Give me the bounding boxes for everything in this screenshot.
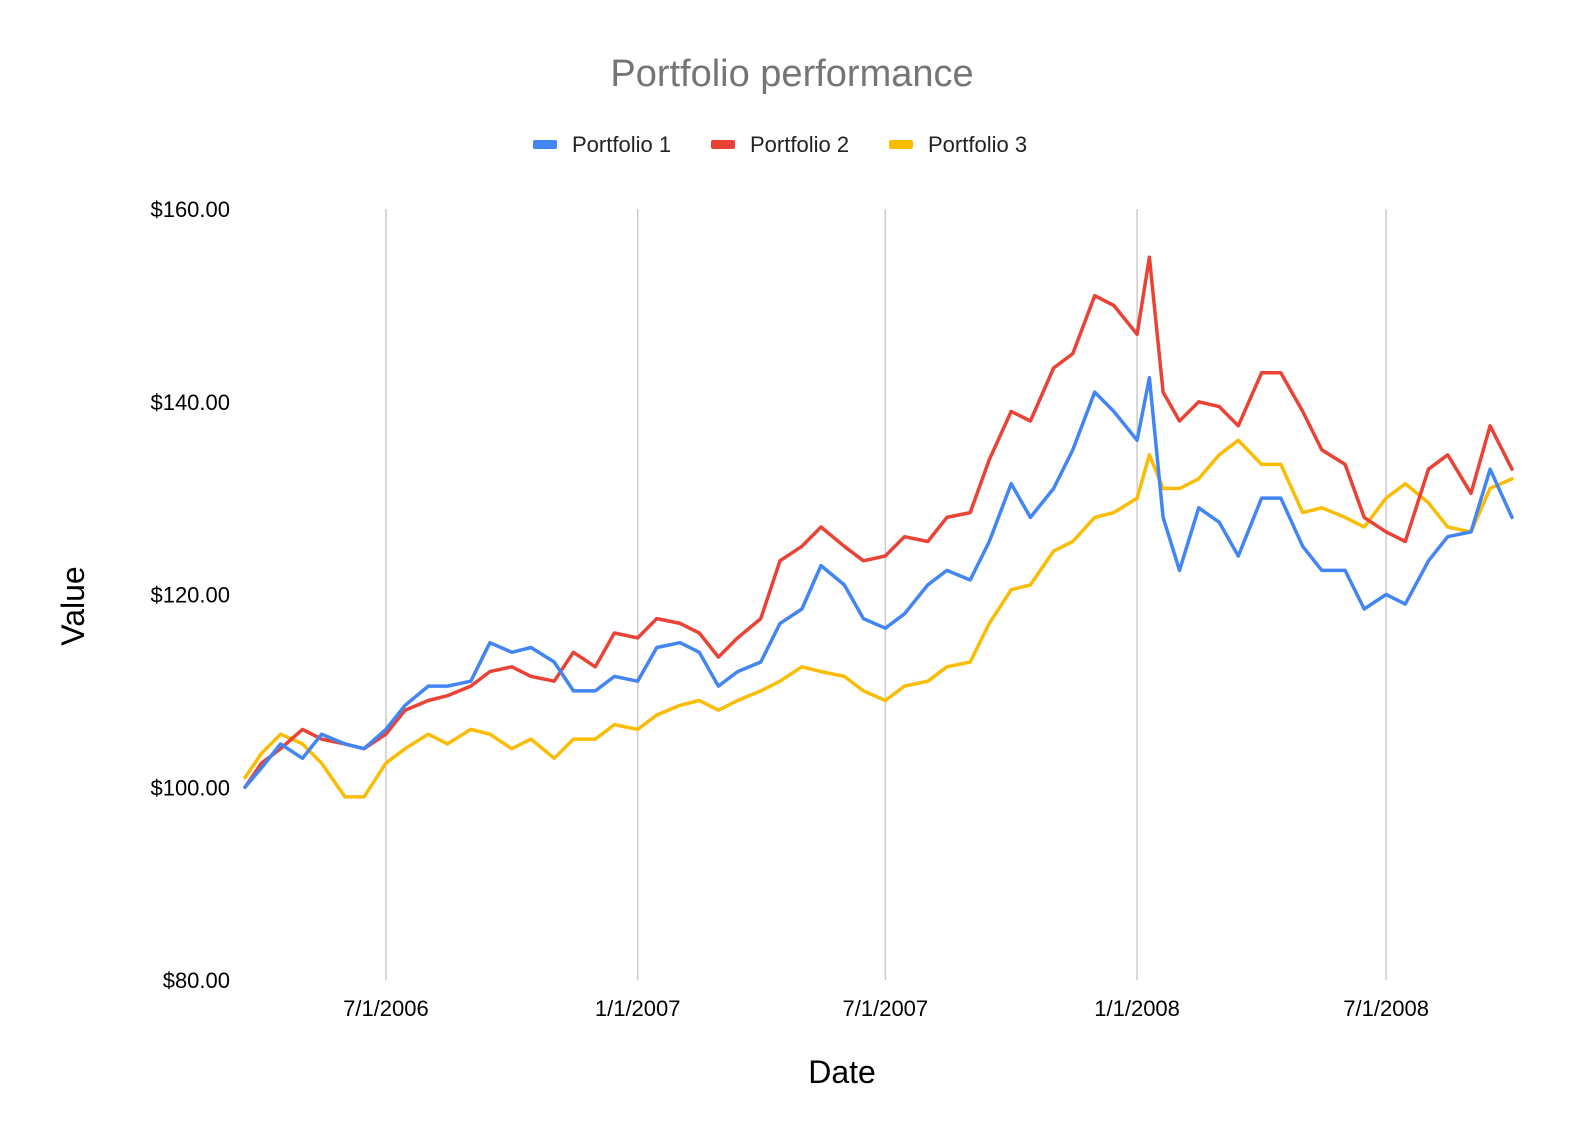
y-tick-label: $140.00 bbox=[150, 390, 230, 415]
x-tick-label: 7/1/2006 bbox=[343, 996, 429, 1021]
x-axis-label: Date bbox=[808, 1054, 876, 1090]
y-axis-label: Value bbox=[55, 566, 91, 645]
legend-label: Portfolio 1 bbox=[572, 132, 671, 157]
legend-swatch bbox=[889, 140, 913, 149]
legend-label: Portfolio 2 bbox=[750, 132, 849, 157]
x-gridlines bbox=[385, 209, 1387, 980]
series-line-portfolio-2 bbox=[243, 255, 1514, 790]
y-tick-label: $160.00 bbox=[150, 197, 230, 222]
y-tick-label: $120.00 bbox=[150, 583, 230, 608]
series-lines bbox=[243, 255, 1514, 799]
y-tick-label: $80.00 bbox=[163, 968, 230, 993]
x-axis-tick-labels: 7/1/2006 1/1/2007 7/1/2007 1/1/2008 7/1/2008 bbox=[343, 996, 1429, 1021]
y-axis-tick-labels: $80.00 $100.00 $120.00 $140.00 $160.00 bbox=[150, 197, 230, 993]
series-line-portfolio-3 bbox=[243, 438, 1514, 799]
legend-swatch bbox=[533, 140, 557, 149]
legend-swatch bbox=[711, 140, 735, 149]
legend-label: Portfolio 3 bbox=[928, 132, 1027, 157]
chart-title: Portfolio performance bbox=[610, 53, 973, 95]
x-tick-label: 1/1/2008 bbox=[1094, 996, 1180, 1021]
x-tick-label: 1/1/2007 bbox=[595, 996, 681, 1021]
legend: Portfolio 1 Portfolio 2 Portfolio 3 bbox=[533, 132, 1027, 157]
y-tick-label: $100.00 bbox=[150, 775, 230, 800]
legend-item-portfolio-2: Portfolio 2 bbox=[711, 132, 849, 157]
x-tick-label: 7/1/2008 bbox=[1343, 996, 1429, 1021]
x-tick-label: 7/1/2007 bbox=[843, 996, 929, 1021]
legend-item-portfolio-3: Portfolio 3 bbox=[889, 132, 1027, 157]
legend-item-portfolio-1: Portfolio 1 bbox=[533, 132, 671, 157]
series-line-portfolio-1 bbox=[243, 375, 1514, 790]
